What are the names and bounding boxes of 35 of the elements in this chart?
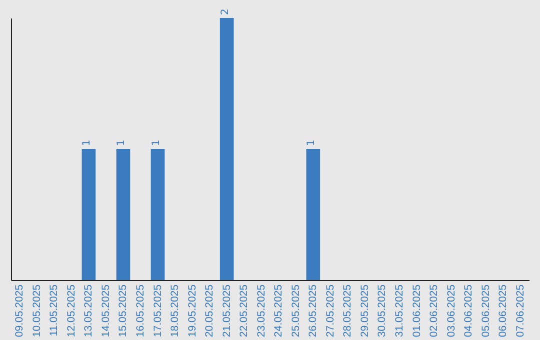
x-tick-label: 06.06.2025 <box>497 284 510 338</box>
x-tick-label: 25.05.2025 <box>290 284 302 338</box>
x-tick-label: 14.05.2025 <box>100 284 112 338</box>
x-tick-label: 11.05.2025 <box>48 284 60 336</box>
data-label: 2 <box>220 8 231 15</box>
x-tick-label: 20.05.2025 <box>204 284 216 338</box>
x-tick-label: 22.05.2025 <box>238 284 250 338</box>
data-label: 1 <box>306 140 318 146</box>
x-tick-label: 16.05.2025 <box>134 284 146 338</box>
x-tick-label: 13.05.2025 <box>82 284 95 338</box>
x-tick-label: 04.06.2025 <box>462 284 475 338</box>
x-tick-label: 18.05.2025 <box>169 284 182 338</box>
x-tick-label: 03.06.2025 <box>445 284 458 338</box>
x-tick-label: 01.06.2025 <box>410 284 423 338</box>
x-tick-label: 09.05.2025 <box>14 284 26 338</box>
x-tick-label: 31.05.2025 <box>394 284 406 338</box>
x-tick-label: 26.05.2025 <box>307 284 320 338</box>
data-label: 1 <box>82 140 93 146</box>
x-tick-label: 02.06.2025 <box>428 284 440 338</box>
x-tick-label: 07.06.2025 <box>514 284 526 338</box>
x-tick-label: 30.05.2025 <box>376 284 388 338</box>
x-tick-label: 21.05.2025 <box>220 284 233 338</box>
x-tick-label: 27.05.2025 <box>324 284 336 338</box>
x-tick-label: 24.05.2025 <box>272 284 285 338</box>
x-tick-label: 15.05.2025 <box>117 284 130 338</box>
x-tick-label: 19.05.2025 <box>186 284 198 338</box>
x-tick-label: 17.05.2025 <box>152 284 164 338</box>
x-tick-label: 05.06.2025 <box>480 284 492 338</box>
x-tick-label: 28.05.2025 <box>342 284 354 338</box>
x-tick-label: 23.05.2025 <box>255 284 268 338</box>
data-label: 1 <box>116 140 128 146</box>
x-tick-label: 10.05.2025 <box>30 284 43 338</box>
x-tick-label: 29.05.2025 <box>358 284 371 338</box>
data-label: 1 <box>150 140 162 146</box>
x-tick-label: 12.05.2025 <box>65 284 78 338</box>
